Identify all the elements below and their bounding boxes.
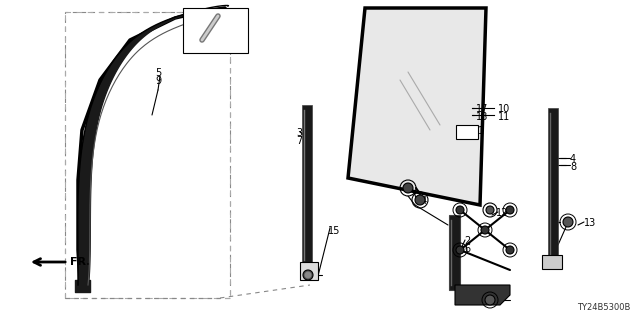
Circle shape xyxy=(485,295,495,305)
Text: FR.: FR. xyxy=(70,257,90,267)
FancyBboxPatch shape xyxy=(542,255,562,269)
FancyBboxPatch shape xyxy=(302,105,312,265)
Text: 11: 11 xyxy=(498,112,510,122)
Circle shape xyxy=(486,206,494,214)
Circle shape xyxy=(456,206,464,214)
Text: 14: 14 xyxy=(416,196,428,206)
Polygon shape xyxy=(548,108,558,265)
Text: 6: 6 xyxy=(464,244,470,254)
FancyBboxPatch shape xyxy=(449,215,460,290)
Text: 7: 7 xyxy=(296,136,302,146)
FancyBboxPatch shape xyxy=(183,8,248,53)
Circle shape xyxy=(305,272,311,278)
Text: 3: 3 xyxy=(296,128,302,138)
Circle shape xyxy=(456,246,464,254)
Text: 16: 16 xyxy=(193,18,205,28)
Circle shape xyxy=(303,270,313,280)
Text: 10: 10 xyxy=(498,104,510,114)
Text: 1: 1 xyxy=(478,126,484,136)
Text: 15: 15 xyxy=(328,226,340,236)
Text: 4: 4 xyxy=(570,154,576,164)
FancyBboxPatch shape xyxy=(300,262,318,280)
Text: 9: 9 xyxy=(155,76,161,86)
Circle shape xyxy=(506,206,514,214)
Text: 8: 8 xyxy=(570,162,576,172)
Text: 18: 18 xyxy=(476,112,488,122)
Text: 2: 2 xyxy=(464,236,470,246)
Text: 12: 12 xyxy=(468,292,481,302)
Circle shape xyxy=(403,183,413,193)
Circle shape xyxy=(415,195,425,205)
Circle shape xyxy=(506,246,514,254)
Text: TY24B5300B: TY24B5300B xyxy=(577,303,630,312)
Polygon shape xyxy=(348,8,486,205)
Text: 12: 12 xyxy=(496,208,508,218)
FancyBboxPatch shape xyxy=(456,125,478,139)
Polygon shape xyxy=(455,285,510,305)
Text: 13: 13 xyxy=(584,218,596,228)
Circle shape xyxy=(481,226,489,234)
Circle shape xyxy=(563,217,573,227)
Text: 5: 5 xyxy=(155,68,161,78)
Text: 17: 17 xyxy=(476,104,488,114)
